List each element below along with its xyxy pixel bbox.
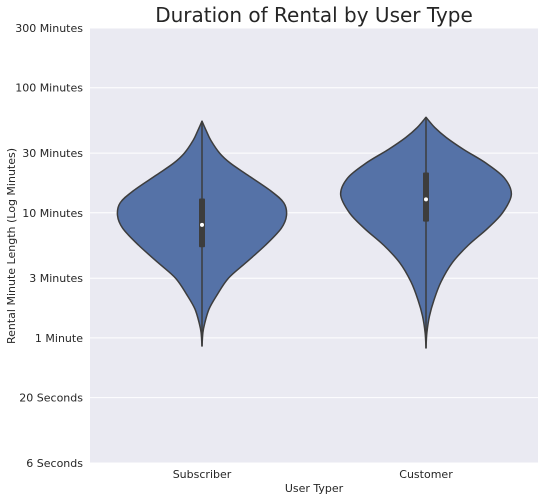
y-tick-labels: 6 Seconds 20 Seconds 1 Minute 3 Minutes 10 M… bbox=[15, 22, 83, 470]
median-point bbox=[424, 197, 428, 202]
median-point bbox=[200, 222, 204, 227]
violin-subscriber bbox=[116, 120, 288, 347]
x-tick-label: Customer bbox=[399, 468, 453, 481]
grid-lines bbox=[90, 27, 538, 464]
iqr-box bbox=[199, 198, 205, 248]
violins bbox=[116, 116, 513, 349]
x-axis-title: User Typer bbox=[285, 482, 344, 495]
y-tick-label: 20 Seconds bbox=[19, 392, 83, 405]
y-tick-label: 100 Minutes bbox=[15, 82, 83, 95]
x-tick-label: Subscriber bbox=[173, 468, 232, 481]
x-tick-labels: Subscriber Customer bbox=[173, 468, 453, 481]
iqr-box bbox=[423, 172, 429, 222]
y-tick-label: 6 Seconds bbox=[26, 457, 83, 470]
violin-customer bbox=[339, 116, 513, 349]
y-axis-title: Rental Minute Length (Log Minutes) bbox=[5, 148, 18, 344]
y-tick-label: 1 Minute bbox=[35, 332, 83, 345]
y-tick-label: 30 Minutes bbox=[22, 147, 83, 160]
y-tick-label: 3 Minutes bbox=[29, 272, 83, 285]
y-tick-label: 10 Minutes bbox=[22, 207, 83, 220]
chart-title: Duration of Rental by User Type bbox=[155, 3, 473, 27]
y-tick-label: 300 Minutes bbox=[15, 22, 83, 35]
